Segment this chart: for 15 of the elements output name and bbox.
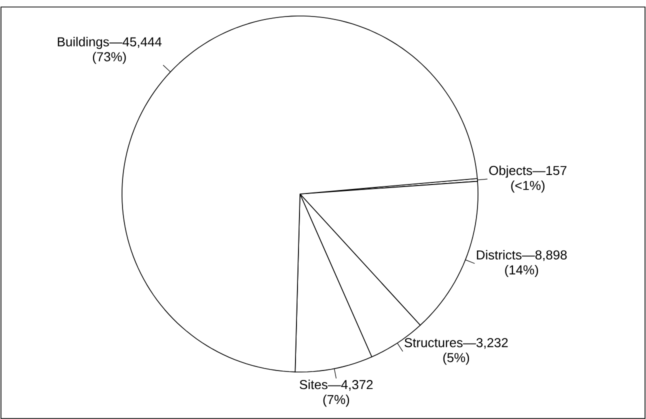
slice-label: Districts [476,250,522,260]
data-label: —8,898 [522,250,567,262]
slice-label: Objects [489,166,532,178]
text: (73%) [92,52,126,64]
data-label: —45,444 [109,37,162,48]
data-label: —4,372 [328,380,373,391]
slice-label: Structures [404,338,463,348]
slice-label: Buildings [58,36,109,49]
data-label: —157 [532,166,566,176]
slice-label: Sites [300,380,328,390]
text: (7%) [323,394,350,407]
data-label: —3,232 [463,338,508,349]
text: (14%) [505,264,538,278]
text: (5%) [443,352,470,365]
text: (<1%) [511,180,544,193]
